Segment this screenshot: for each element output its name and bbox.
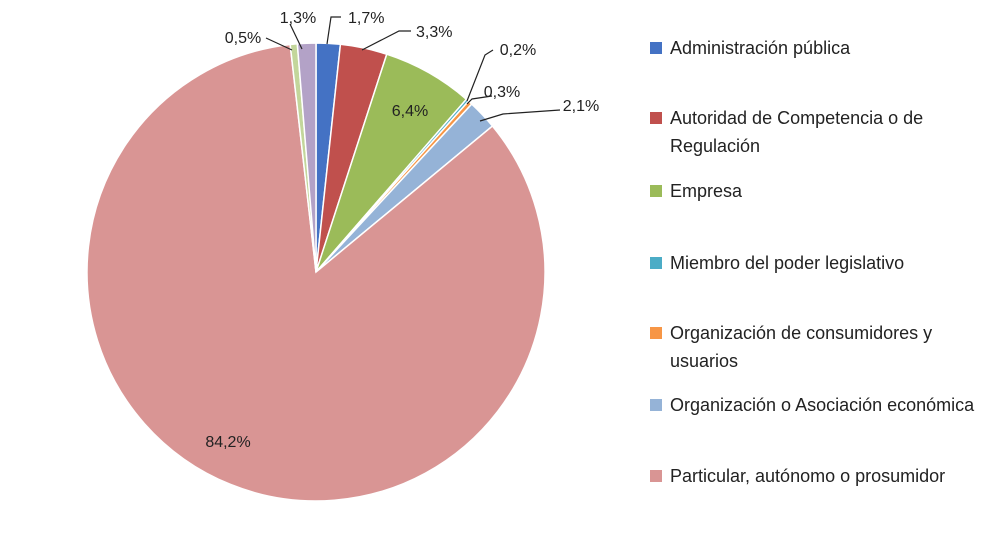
legend-swatch: [650, 112, 662, 124]
leader-line: [326, 16, 341, 45]
data-label: 0,3%: [484, 84, 520, 101]
leader-lines: [265, 16, 561, 122]
leader-line: [289, 23, 303, 50]
legend-item-autoridad-competencia: Autoridad de Competencia o de Regulación: [650, 104, 985, 160]
leader-line: [361, 30, 411, 51]
data-label: 3,3%: [416, 24, 452, 41]
pie-slice-unlabeled-8: [296, 42, 317, 273]
legend-swatch: [650, 470, 662, 482]
legend-label: Organización o Asociación económica: [670, 395, 975, 415]
legend-label: Empresa: [670, 181, 743, 201]
leader-line: [466, 95, 493, 105]
legend-item-organizacion-consumidores: Organización de consumidores y usuarios: [650, 319, 985, 375]
data-label: 1,7%: [348, 10, 384, 27]
leader-line: [466, 49, 494, 102]
data-label: 0,2%: [500, 42, 536, 59]
data-label: 0,5%: [225, 30, 261, 47]
legend-item-organizacion-asociacion-economica: Organización o Asociación económica: [650, 391, 985, 419]
legend-item-particular-autonomo: Particular, autónomo o prosumidor: [650, 462, 985, 490]
legend-swatch: [650, 327, 662, 339]
legend-item-empresa: Empresa: [650, 177, 985, 205]
legend-swatch: [650, 257, 662, 269]
data-labels: 1,7% 3,3% 6,4% 0,2% 0,3% 2,1% 84,2% 0,5% 1,3%: [205, 10, 599, 451]
leader-line: [479, 109, 561, 122]
legend-label: Miembro del poder legislativo: [670, 253, 905, 273]
pie-chart: 1,7% 3,3% 6,4% 0,2% 0,3% 2,1% 84,2% 0,5% 1,3%: [86, 10, 599, 502]
data-label: 2,1%: [563, 98, 599, 115]
pie-slices: [86, 42, 546, 502]
legend-swatch: [650, 399, 662, 411]
legend-item-administracion-publica: Administración pública: [650, 34, 985, 62]
data-label: 1,3%: [280, 10, 316, 27]
legend-label: Organización de consumidores y usuarios: [670, 323, 933, 371]
legend-swatch: [650, 185, 662, 197]
data-label: 84,2%: [205, 434, 250, 451]
legend-swatch: [650, 42, 662, 54]
legend-label: Autoridad de Competencia o de Regulación: [670, 108, 924, 156]
pie-slice-particular-autonomo-o-prosumidor: [86, 43, 546, 502]
leader-line: [265, 37, 293, 51]
legend-label: Particular, autónomo o prosumidor: [670, 466, 946, 486]
legend-item-miembro-poder-legislativo: Miembro del poder legislativo: [650, 249, 985, 277]
legend-label: Administración pública: [670, 38, 851, 58]
data-label: 6,4%: [392, 103, 428, 120]
